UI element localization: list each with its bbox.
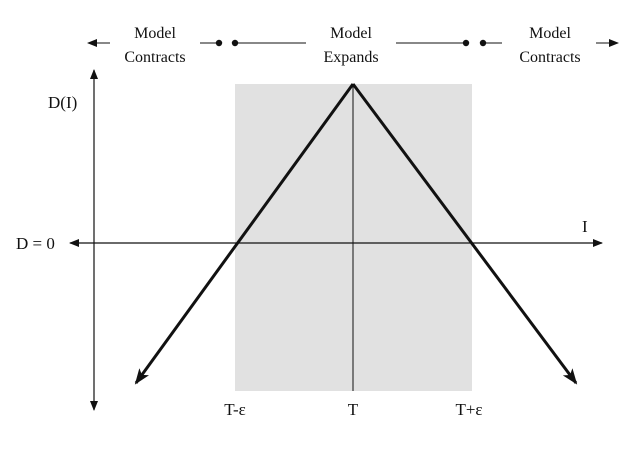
header-left-line1: Model: [134, 25, 176, 42]
d-curve-right: [351, 83, 578, 385]
header-center-line2: Expands: [323, 49, 378, 66]
header-right-line2: Contracts: [519, 49, 580, 66]
header-dot: [462, 39, 470, 47]
header-dot: [215, 39, 223, 47]
tick-t-plus-eps: T+ε: [455, 400, 482, 419]
header-left-line2: Contracts: [124, 49, 185, 66]
d-curve-left: [134, 83, 355, 385]
tick-t: T: [348, 400, 359, 419]
tick-t-minus-eps: T-ε: [224, 400, 246, 419]
x-axis-label: I: [582, 217, 588, 236]
zero-label: D = 0: [16, 234, 55, 253]
header-center-line1: Model: [330, 25, 372, 42]
y-axis-label: D(I): [48, 93, 77, 112]
header-right-line1: Model: [529, 25, 571, 42]
